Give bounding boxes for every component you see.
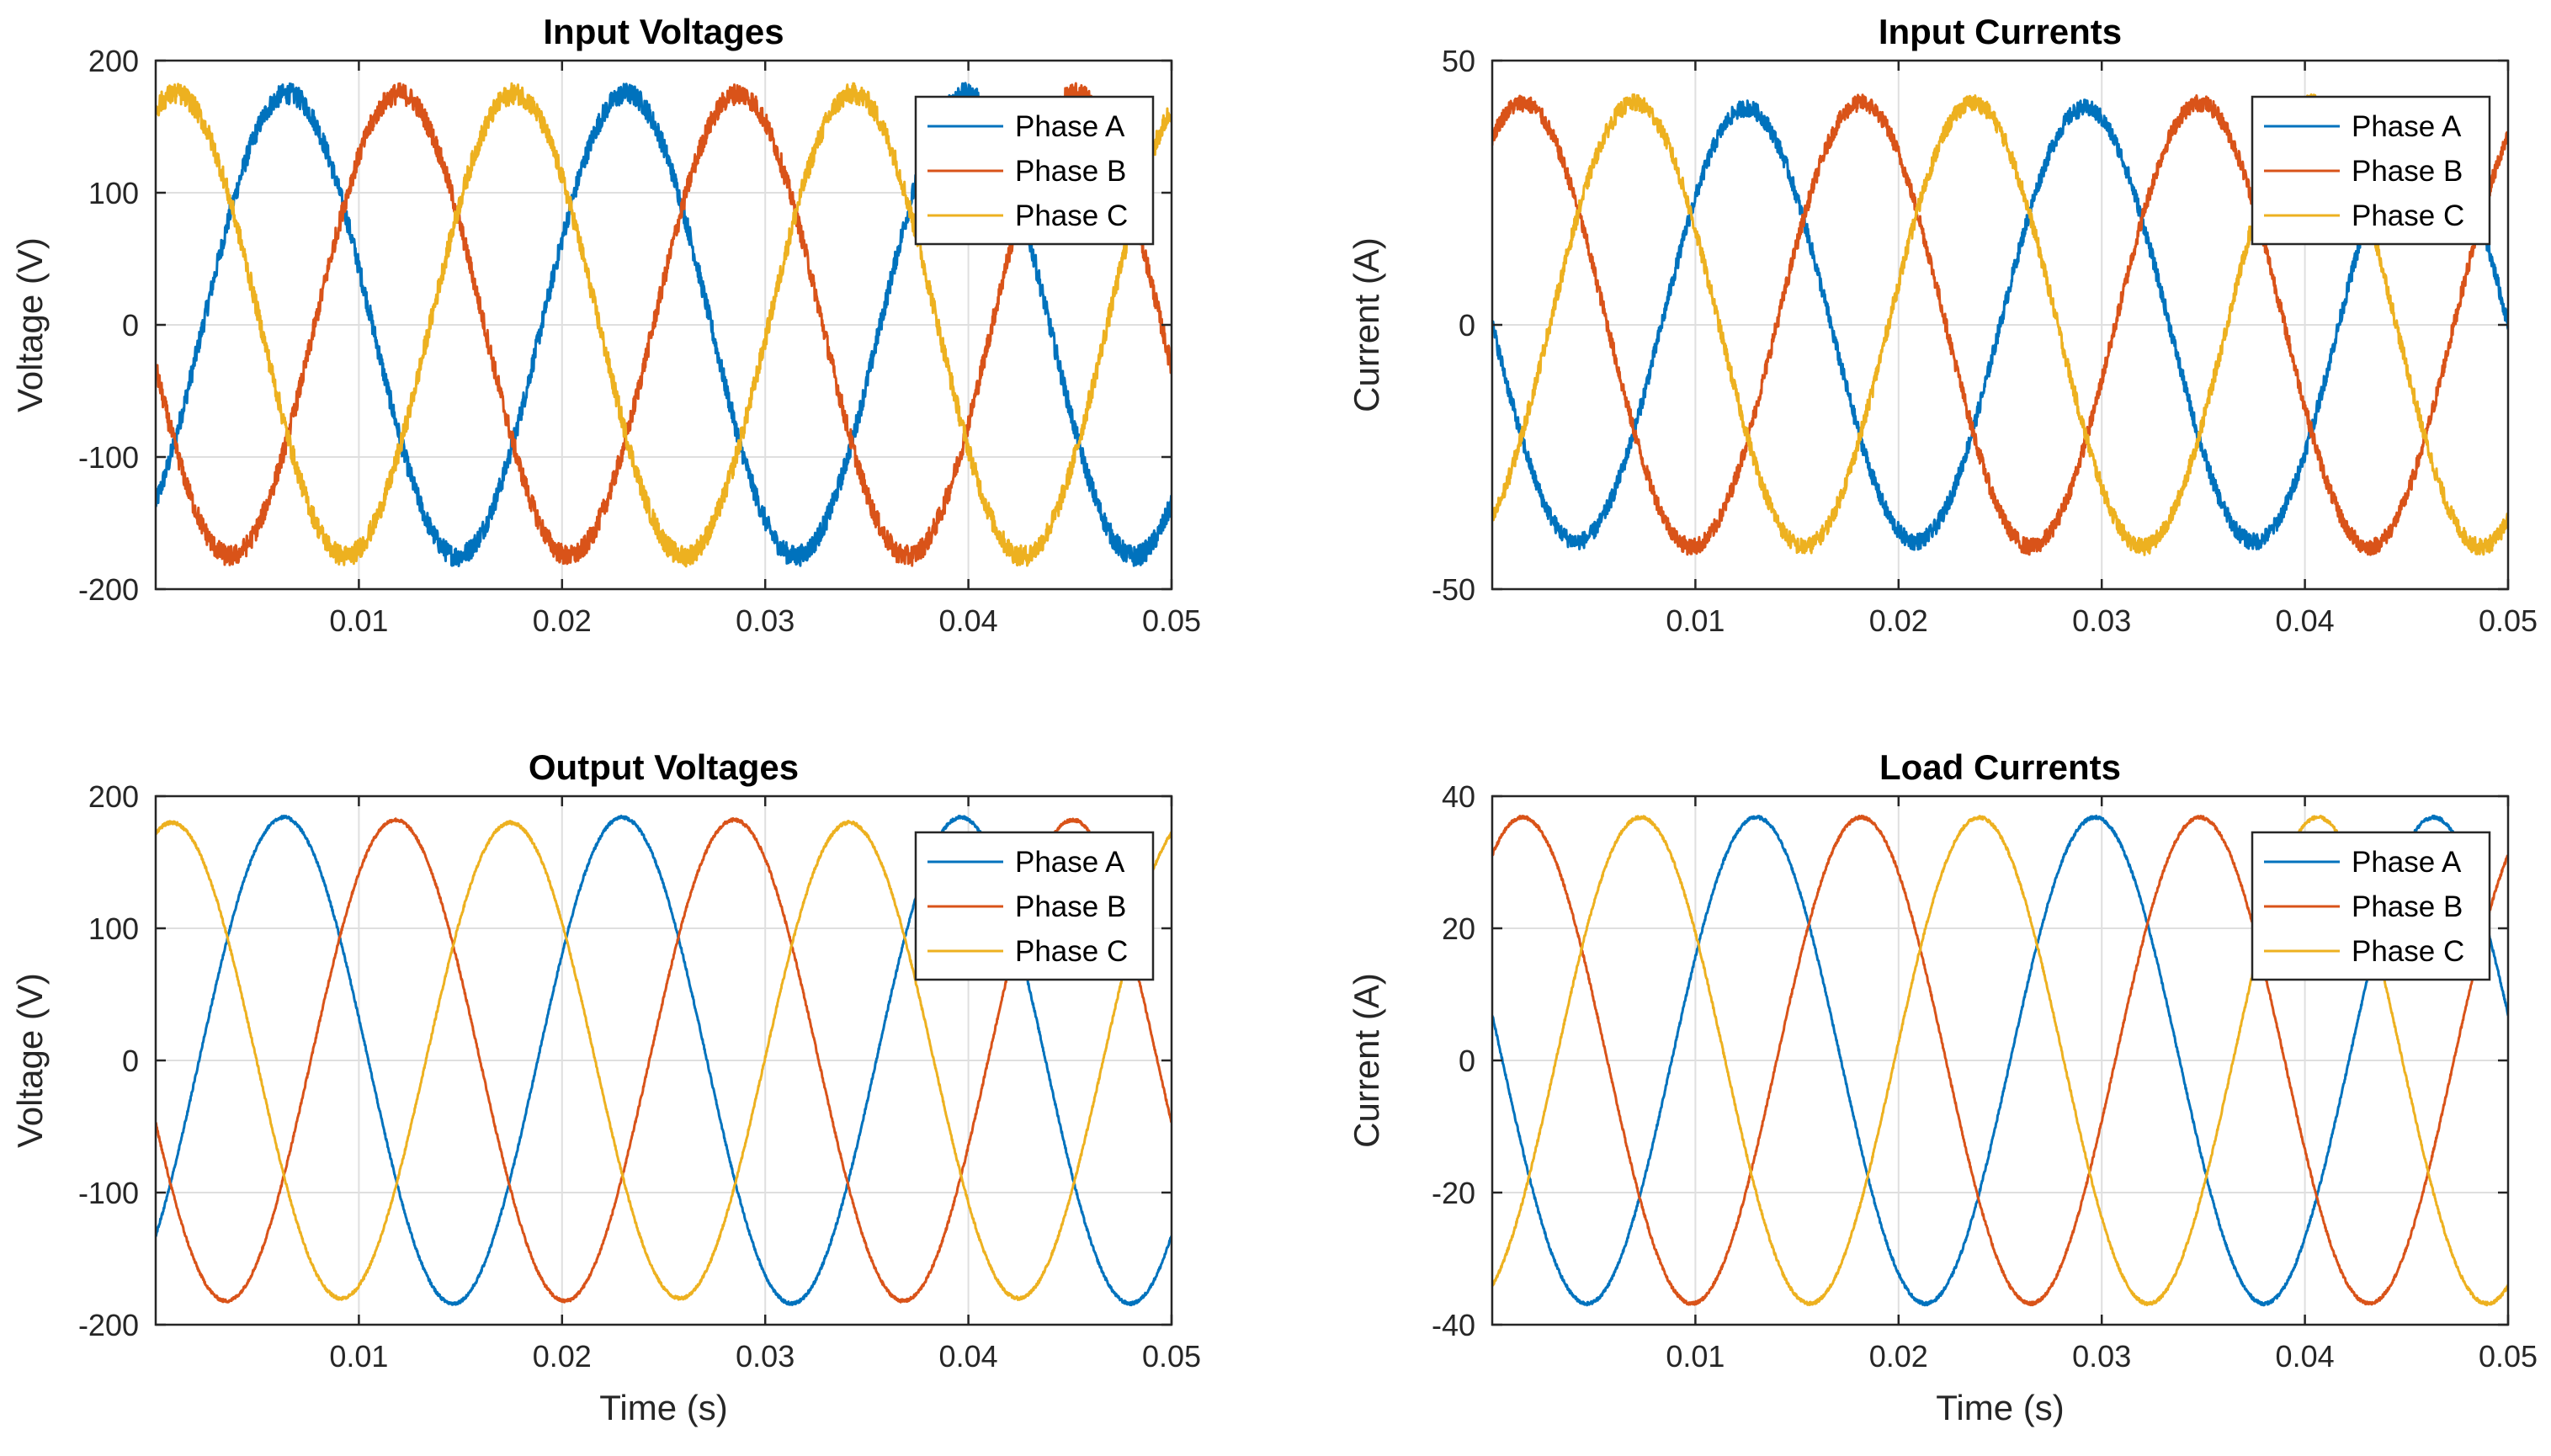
y-tick-label: 0 <box>1459 308 1475 343</box>
x-tick-label: 0.04 <box>2276 1339 2335 1374</box>
x-tick-label: 0.04 <box>2276 603 2335 638</box>
chart-0: 0.01 0.02 0.03 0.04 0.05 -200 -100 0 100 200 Input… <box>10 12 1201 638</box>
chart-2: 0.01 0.02 0.03 0.04 0.05 -200 -100 0 100 200 Outpu… <box>10 747 1201 1427</box>
series-line-phase-b <box>156 82 1172 567</box>
x-tick-label: 0.03 <box>736 1339 795 1374</box>
legend-label: Phase A <box>1015 846 1125 879</box>
y-axis-label: Current (A) <box>1347 237 1386 412</box>
x-tick-label: 0.02 <box>1869 1339 1928 1374</box>
legend: Phase A Phase B Phase C <box>914 831 1155 981</box>
legend-label: Phase B <box>2352 155 2463 188</box>
chart-title: Input Voltages <box>543 12 784 51</box>
y-tick-label: -40 <box>1432 1308 1475 1342</box>
x-tick-label: 0.05 <box>2479 603 2538 638</box>
chart-1: 0.01 0.02 0.03 0.04 0.05 -50 0 50 Input Currents… <box>1347 12 2538 638</box>
y-tick-label: 100 <box>88 911 139 946</box>
series-line-phase-a <box>1492 98 2508 551</box>
series-line-phase-a <box>1492 814 2508 1307</box>
series-line-phase-c <box>156 82 1172 568</box>
x-tick-label: 0.05 <box>1142 603 1201 638</box>
legend-label: Phase A <box>2352 846 2462 879</box>
chart-3: 0.01 0.02 0.03 0.04 0.05 -40 -20 0 20 40 Load Curr… <box>1347 747 2538 1427</box>
chart-title: Input Currents <box>1879 12 2122 51</box>
x-tick-label: 0.02 <box>533 1339 592 1374</box>
legend-label: Phase C <box>2352 199 2464 232</box>
series-line-phase-c <box>156 820 1172 1301</box>
series-line-phase-b <box>1492 93 2508 556</box>
legend-label: Phase B <box>1015 155 1126 188</box>
x-tick-label: 0.02 <box>1869 603 1928 638</box>
x-axis-label: Time (s) <box>599 1388 727 1427</box>
y-tick-label: 100 <box>88 176 139 210</box>
x-tick-label: 0.04 <box>939 603 998 638</box>
y-axis-label: Current (A) <box>1347 973 1386 1148</box>
series-line-phase-b <box>1492 814 2508 1307</box>
x-tick-label: 0.03 <box>2072 603 2131 638</box>
series-line-phase-b <box>156 816 1172 1304</box>
x-tick-label: 0.03 <box>2072 1339 2131 1374</box>
chart-title: Output Voltages <box>529 747 799 787</box>
legend-label: Phase B <box>1015 890 1126 923</box>
y-axis-label: Voltage (V) <box>10 973 50 1148</box>
y-tick-label: -100 <box>78 1176 139 1210</box>
legend: Phase A Phase B Phase C <box>2251 95 2491 246</box>
y-tick-label: -200 <box>78 572 139 607</box>
y-tick-label: 0 <box>122 1044 139 1078</box>
legend-label: Phase C <box>2352 935 2464 968</box>
x-tick-label: 0.02 <box>533 603 592 638</box>
y-tick-label: 40 <box>1442 779 1475 814</box>
y-axis-label: Voltage (V) <box>10 237 50 412</box>
y-tick-label: 20 <box>1442 911 1475 946</box>
y-tick-label: 0 <box>122 308 139 343</box>
x-tick-label: 0.01 <box>329 1339 388 1374</box>
y-tick-label: 200 <box>88 44 139 78</box>
chart-title: Load Currents <box>1879 747 2121 787</box>
x-tick-label: 0.05 <box>1142 1339 1201 1374</box>
y-tick-label: 0 <box>1459 1044 1475 1078</box>
y-tick-label: -200 <box>78 1308 139 1342</box>
x-axis-label: Time (s) <box>1936 1388 2064 1427</box>
y-tick-label: -20 <box>1432 1176 1475 1210</box>
legend-label: Phase B <box>2352 890 2463 923</box>
y-tick-label: 200 <box>88 779 139 814</box>
legend-label: Phase A <box>1015 110 1125 143</box>
x-tick-label: 0.05 <box>2479 1339 2538 1374</box>
y-tick-label: 50 <box>1442 44 1475 78</box>
legend-label: Phase C <box>1015 935 1128 968</box>
x-tick-label: 0.01 <box>329 603 388 638</box>
x-tick-label: 0.04 <box>939 1339 998 1374</box>
legend: Phase A Phase B Phase C <box>2251 831 2491 981</box>
y-tick-label: -50 <box>1432 572 1475 607</box>
x-tick-label: 0.03 <box>736 603 795 638</box>
legend: Phase A Phase B Phase C <box>914 95 1155 246</box>
x-tick-label: 0.01 <box>1666 603 1725 638</box>
legend-label: Phase A <box>2352 110 2462 143</box>
x-tick-label: 0.01 <box>1666 1339 1725 1374</box>
y-tick-label: -100 <box>78 440 139 475</box>
legend-label: Phase C <box>1015 199 1128 232</box>
